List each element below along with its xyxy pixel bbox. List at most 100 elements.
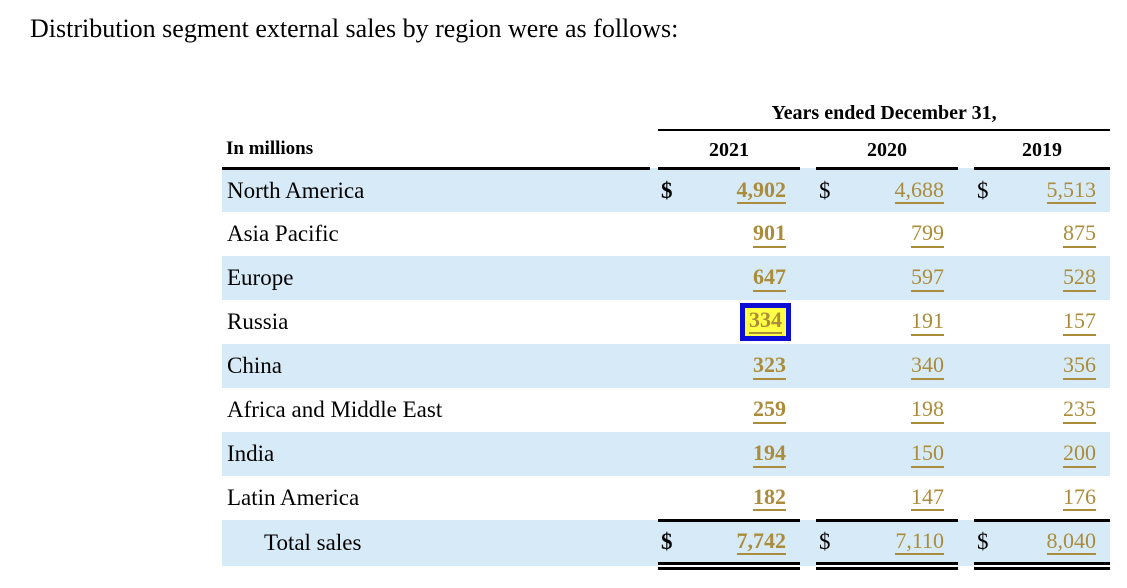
spacer	[800, 130, 816, 168]
sales-value-link[interactable]: 5,513	[1046, 178, 1097, 205]
sales-value-link[interactable]: 198	[911, 397, 944, 424]
value-cell: 334	[692, 300, 800, 344]
value-cell: 4,688	[850, 168, 958, 212]
sales-value-link[interactable]: 799	[911, 221, 944, 248]
spacer	[222, 94, 650, 130]
spacer	[800, 256, 816, 300]
currency-symbol: $	[816, 518, 850, 570]
value-cell: 182	[692, 476, 800, 520]
sales-value-link[interactable]: 7,110	[895, 529, 944, 556]
sales-value-link[interactable]: 191	[911, 309, 944, 336]
value-cell: 259	[692, 388, 800, 432]
spacer	[958, 432, 974, 476]
spacer	[958, 520, 974, 566]
table-row: Russia 334 191 157	[222, 300, 1110, 344]
spacer	[800, 212, 816, 256]
currency-symbol: $	[658, 518, 692, 570]
sales-by-region-table: Years ended December 31, In millions 202…	[222, 94, 1111, 570]
sales-value-link[interactable]: 647	[753, 265, 786, 292]
sales-value-link[interactable]: 528	[1063, 265, 1097, 292]
spacer	[958, 476, 974, 520]
currency-cell-empty	[658, 388, 692, 432]
value-cell: 7,742	[692, 518, 800, 570]
spacer	[650, 168, 658, 212]
sales-value-link[interactable]: 150	[911, 441, 944, 468]
currency-cell-empty	[816, 212, 850, 256]
table-row: Europe 647 597 528	[222, 256, 1111, 300]
sales-value-link[interactable]: 147	[911, 485, 944, 511]
sales-value-link[interactable]: 334	[749, 308, 782, 335]
sales-value-link[interactable]: 901	[753, 221, 786, 248]
currency-symbol: $	[816, 168, 850, 212]
sales-value-link[interactable]: 7,742	[736, 529, 786, 556]
sales-value-link[interactable]: 597	[911, 265, 944, 292]
currency-symbol: $	[974, 518, 1008, 570]
value-cell: 597	[850, 256, 958, 300]
currency-cell-empty	[974, 256, 1008, 300]
table-row: China 323 340 356	[222, 344, 1111, 388]
table-row: Africa and Middle East 259 198 235	[222, 388, 1110, 432]
spacer	[800, 168, 816, 212]
spacer	[958, 300, 974, 344]
currency-cell-empty	[974, 432, 1008, 476]
sales-value-link[interactable]: 340	[911, 353, 944, 380]
sales-value-link[interactable]: 259	[753, 397, 786, 424]
highlighted-cell-box[interactable]: 334	[740, 302, 791, 342]
spacer	[800, 300, 816, 344]
currency-cell-empty	[658, 300, 692, 344]
currency-cell-empty	[658, 344, 692, 388]
value-cell: 191	[850, 300, 958, 344]
sales-value-link[interactable]: 200	[1063, 441, 1097, 468]
value-cell: 528	[1008, 256, 1111, 300]
currency-cell-empty	[974, 300, 1008, 344]
spacer	[650, 130, 658, 168]
region-label: Europe	[222, 256, 650, 300]
sales-value-link[interactable]: 176	[1063, 485, 1097, 511]
value-cell: 147	[850, 476, 958, 520]
spacer	[650, 388, 658, 432]
value-cell: 157	[1008, 300, 1110, 344]
value-cell: 8,040	[1008, 518, 1111, 570]
sales-value-link[interactable]: 194	[753, 441, 786, 468]
sales-value-link[interactable]: 4,688	[894, 178, 944, 205]
spacer	[958, 168, 974, 212]
currency-cell-empty	[974, 388, 1008, 432]
period-header: Years ended December 31,	[658, 94, 1111, 131]
spacer	[800, 520, 816, 566]
value-cell: 5,513	[1008, 168, 1111, 212]
value-cell: 176	[1008, 476, 1110, 520]
spacer	[800, 388, 816, 432]
region-label: North America	[222, 168, 650, 212]
region-label: Asia Pacific	[227, 221, 339, 246]
currency-cell-empty	[816, 256, 850, 300]
value-cell: 647	[692, 256, 800, 300]
sales-value-link[interactable]: 157	[1063, 309, 1097, 336]
currency-cell-empty	[816, 300, 850, 344]
value-cell: 875	[1008, 212, 1110, 256]
spacer	[800, 476, 816, 520]
currency-symbol: $	[658, 168, 692, 212]
sales-value-link[interactable]: 323	[753, 353, 786, 380]
region-label: Latin America	[227, 485, 360, 510]
sales-value-link[interactable]: 875	[1063, 221, 1097, 248]
value-cell: 198	[850, 388, 958, 432]
value-cell: 356	[1008, 344, 1111, 388]
spacer	[958, 344, 974, 388]
intro-text: Distribution segment external sales by r…	[30, 14, 679, 43]
currency-cell-empty	[974, 344, 1008, 388]
sales-value-link[interactable]: 182	[753, 485, 786, 511]
value-cell: 200	[1008, 432, 1111, 476]
value-cell: 4,902	[692, 168, 800, 212]
year-header-2020: 2020	[816, 130, 958, 170]
sales-value-link[interactable]: 4,902	[736, 178, 786, 205]
sales-value-link[interactable]: 235	[1063, 397, 1097, 424]
currency-cell-empty	[816, 432, 850, 476]
year-header-2021: 2021	[658, 130, 800, 170]
sales-value-link[interactable]: 356	[1063, 353, 1097, 380]
value-cell: 323	[692, 344, 800, 388]
value-cell: 235	[1008, 388, 1110, 432]
year-header-row: In millions 2021 2020 2019	[222, 130, 1111, 170]
spacer	[650, 300, 658, 344]
value-cell: 901	[692, 212, 800, 256]
sales-value-link[interactable]: 8,040	[1046, 529, 1097, 556]
